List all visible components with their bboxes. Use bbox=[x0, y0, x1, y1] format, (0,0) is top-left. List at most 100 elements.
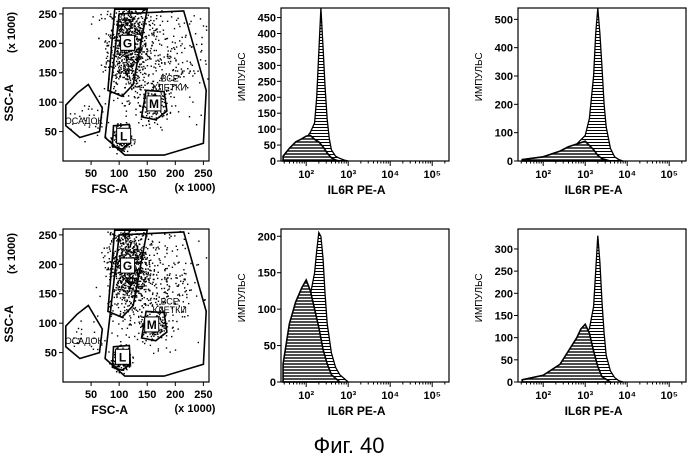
scatter-point bbox=[155, 70, 157, 72]
scatter-point bbox=[102, 71, 104, 73]
scatter-point bbox=[207, 78, 209, 80]
scatter-point bbox=[131, 282, 133, 284]
scatter-point bbox=[122, 238, 124, 241]
scatter-point bbox=[138, 76, 140, 79]
scatter-point bbox=[113, 289, 115, 291]
scatter-point bbox=[148, 263, 150, 265]
scatter-point bbox=[139, 63, 141, 65]
scatter-point bbox=[170, 16, 173, 18]
scatter-point bbox=[104, 66, 106, 68]
scatter-point bbox=[140, 58, 142, 60]
scatter-point bbox=[137, 23, 139, 25]
scatter-point bbox=[199, 82, 201, 84]
scatter-point bbox=[139, 39, 141, 41]
scatter-point bbox=[83, 117, 85, 119]
scatter-point bbox=[152, 73, 154, 75]
scatter-point bbox=[134, 240, 136, 242]
scatter-point bbox=[146, 51, 148, 53]
scatter-point bbox=[124, 309, 126, 312]
scatter-point bbox=[110, 16, 112, 18]
scatter-point bbox=[195, 295, 198, 297]
scatter-point bbox=[142, 73, 144, 76]
plot-frame bbox=[62, 7, 210, 162]
scatter-point bbox=[143, 284, 145, 286]
scatter-point bbox=[104, 40, 107, 42]
scatter-point bbox=[139, 71, 142, 74]
scatter-point bbox=[143, 271, 145, 273]
scatter-point bbox=[162, 98, 165, 101]
scatter-point bbox=[129, 58, 132, 61]
scatter-point bbox=[125, 290, 127, 292]
scatter-point bbox=[129, 246, 131, 248]
scatter-point bbox=[123, 283, 125, 285]
scatter-point bbox=[135, 236, 137, 239]
scatter-point bbox=[159, 310, 162, 312]
scatter-point bbox=[109, 234, 112, 236]
scatter-point bbox=[179, 275, 181, 277]
scatter-point bbox=[159, 24, 161, 26]
scatter-point bbox=[111, 138, 113, 141]
gate-label: ВСЕ bbox=[161, 296, 179, 306]
scatter-point bbox=[164, 324, 166, 327]
scatter-point bbox=[139, 280, 142, 283]
scatter-point bbox=[136, 71, 138, 74]
scatter-point bbox=[156, 110, 158, 113]
scatter-point bbox=[189, 70, 191, 73]
scatter-point bbox=[118, 285, 121, 288]
scatter-point bbox=[123, 65, 126, 67]
y-tick-label: 200 bbox=[495, 99, 513, 111]
scatter-point bbox=[135, 269, 137, 271]
scatter-point bbox=[158, 248, 160, 250]
scatter-point bbox=[126, 72, 128, 74]
scatter-point bbox=[156, 81, 159, 84]
scatter-point bbox=[147, 238, 150, 240]
scatter-point bbox=[153, 85, 156, 87]
y-tick-label: 200 bbox=[495, 288, 513, 300]
scatter-point bbox=[169, 62, 171, 65]
scatter-point bbox=[185, 290, 187, 292]
scatter-point bbox=[138, 315, 140, 318]
scatter-point bbox=[166, 247, 169, 249]
scatter-point bbox=[113, 87, 115, 90]
scatter-point bbox=[137, 33, 139, 35]
scatter-point bbox=[135, 43, 137, 46]
scatter-point bbox=[115, 366, 117, 368]
y-tick-label: 100 bbox=[258, 124, 276, 136]
scatter-point bbox=[113, 290, 116, 293]
scatter-point bbox=[115, 55, 118, 58]
scatter-point bbox=[144, 67, 146, 69]
scatter-point bbox=[132, 289, 135, 291]
scatter-point bbox=[133, 16, 135, 19]
scatter-point bbox=[107, 34, 110, 36]
scatter-point bbox=[131, 278, 134, 280]
scatter-point bbox=[109, 233, 111, 235]
scatter-point bbox=[73, 345, 76, 347]
scatter-point bbox=[135, 254, 138, 256]
scatter-point bbox=[74, 113, 76, 115]
scatter-point bbox=[150, 65, 152, 67]
histogram-series bbox=[521, 7, 624, 162]
scatter-point bbox=[136, 254, 139, 257]
scatter-point bbox=[153, 269, 156, 271]
scatter-point bbox=[142, 21, 144, 23]
scatter-point bbox=[134, 258, 136, 261]
scatter-point bbox=[114, 356, 116, 359]
y-tick-label: 500 bbox=[495, 14, 513, 26]
scatter-point bbox=[134, 10, 137, 12]
scatter-point bbox=[111, 332, 113, 334]
scatter-point bbox=[117, 70, 119, 72]
scatter-point bbox=[123, 235, 126, 237]
scatter-point bbox=[137, 22, 139, 24]
scatter-point bbox=[155, 28, 157, 31]
scatter-point bbox=[132, 272, 135, 275]
scatter-point bbox=[193, 70, 195, 72]
scatter-point bbox=[116, 285, 118, 287]
scatter-point bbox=[164, 256, 166, 258]
scatter-point bbox=[153, 297, 155, 300]
scatter-point bbox=[132, 282, 135, 284]
scatter-point bbox=[125, 292, 128, 294]
scatter-point bbox=[121, 28, 123, 31]
scatter-point bbox=[126, 100, 128, 103]
plot-frame bbox=[62, 228, 210, 383]
scatter-point bbox=[183, 22, 186, 24]
